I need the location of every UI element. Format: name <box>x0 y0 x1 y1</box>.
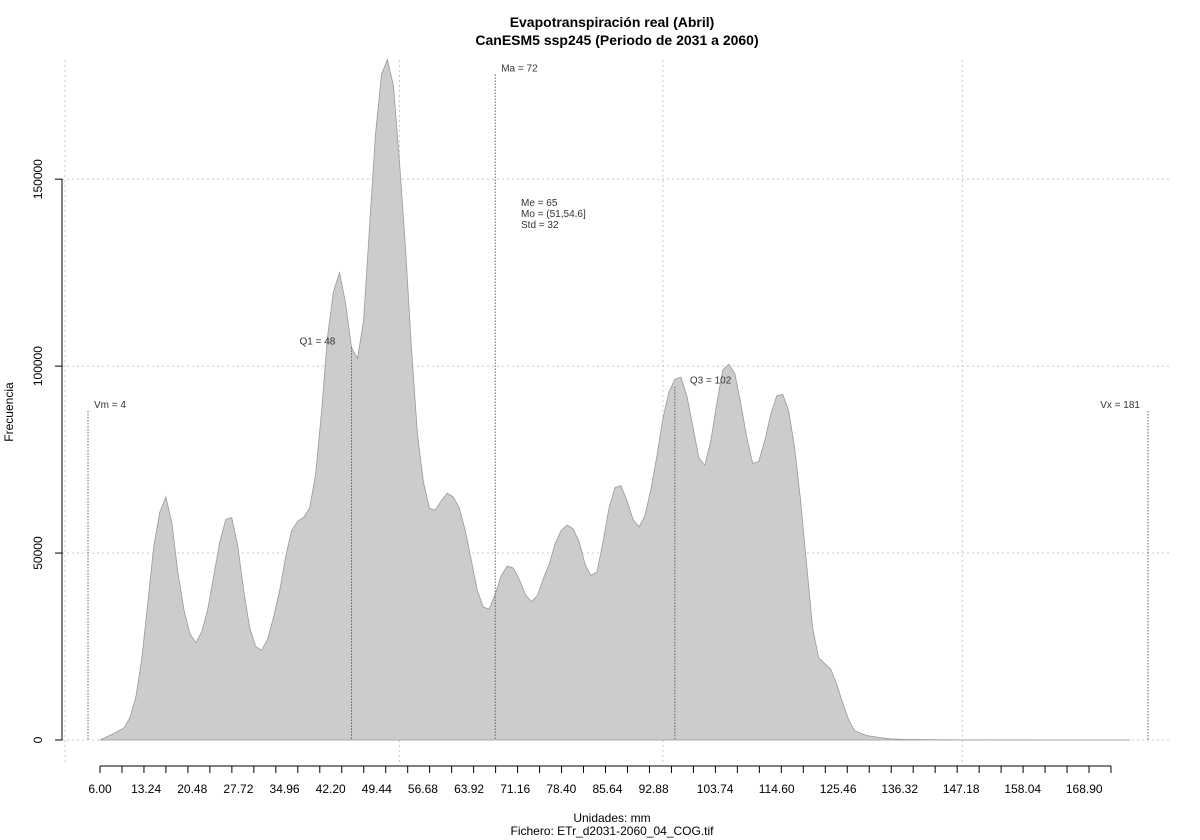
chart-subtitle: CanESM5 ssp245 (Periodo de 2031 a 2060) <box>475 32 758 48</box>
x-tick-label: 168.90 <box>1066 782 1103 796</box>
chart-title: Evapotranspiración real (Abril) <box>510 14 715 30</box>
x-tick-label: 78.40 <box>546 782 576 796</box>
y-tick-label: 0 <box>31 736 45 743</box>
x-tick-label: 6.00 <box>88 782 112 796</box>
x-tick-label: 125.46 <box>820 782 857 796</box>
stat-label: Std = 32 <box>521 220 559 231</box>
x-tick-label: 85.64 <box>592 782 622 796</box>
stat-markers: Vm = 4 Q1 = 48 Ma = 72 Q3 = 102 Vx = 181 Me =… <box>87 63 1149 740</box>
x-tick-label: 147.18 <box>943 782 980 796</box>
marker-label-vx: Vx = 181 <box>1100 400 1140 411</box>
x-tick-label: 92.88 <box>639 782 669 796</box>
marker-label-vm: Vm = 4 <box>94 400 126 411</box>
x-axis: 6.00 13.24 20.48 27.72 34.96 42.20 49.44 56.68 6… <box>88 765 1112 796</box>
stat-label: Me = 65 <box>521 198 558 209</box>
y-tick-label: 100000 <box>31 346 45 386</box>
x-tick-label: 158.04 <box>1004 782 1041 796</box>
y-tick-label: 150000 <box>31 159 45 199</box>
x-tick-label: 136.32 <box>881 782 918 796</box>
y-axis-label: Frecuencia <box>2 382 16 442</box>
x-tick-label: 27.72 <box>223 782 253 796</box>
x-tick-label: 20.48 <box>177 782 207 796</box>
stat-label: Mo = (51,54.6] <box>521 209 586 220</box>
file-caption: Fichero: ETr_d2031-2060_04_COG.tif <box>511 824 715 838</box>
y-tick-label: 50000 <box>31 536 45 570</box>
x-tick-label: 71.16 <box>500 782 530 796</box>
x-tick-label: 49.44 <box>362 782 392 796</box>
x-tick-label: 56.68 <box>408 782 438 796</box>
x-axis-label: Unidades: mm <box>573 811 650 825</box>
x-tick-label: 13.24 <box>131 782 161 796</box>
marker-label-ma: Ma = 72 <box>501 63 538 74</box>
x-tick-label: 103.74 <box>697 782 734 796</box>
marker-label-q1: Q1 = 48 <box>300 336 336 347</box>
x-tick-label: 34.96 <box>270 782 300 796</box>
x-tick-label: 42.20 <box>316 782 346 796</box>
x-tick-label: 114.60 <box>759 782 795 796</box>
frequency-area <box>99 58 1130 741</box>
marker-label-q3: Q3 = 102 <box>690 376 732 387</box>
x-tick-label: 63.92 <box>454 782 484 796</box>
y-axis: 0 50000 100000 150000 <box>31 159 63 743</box>
